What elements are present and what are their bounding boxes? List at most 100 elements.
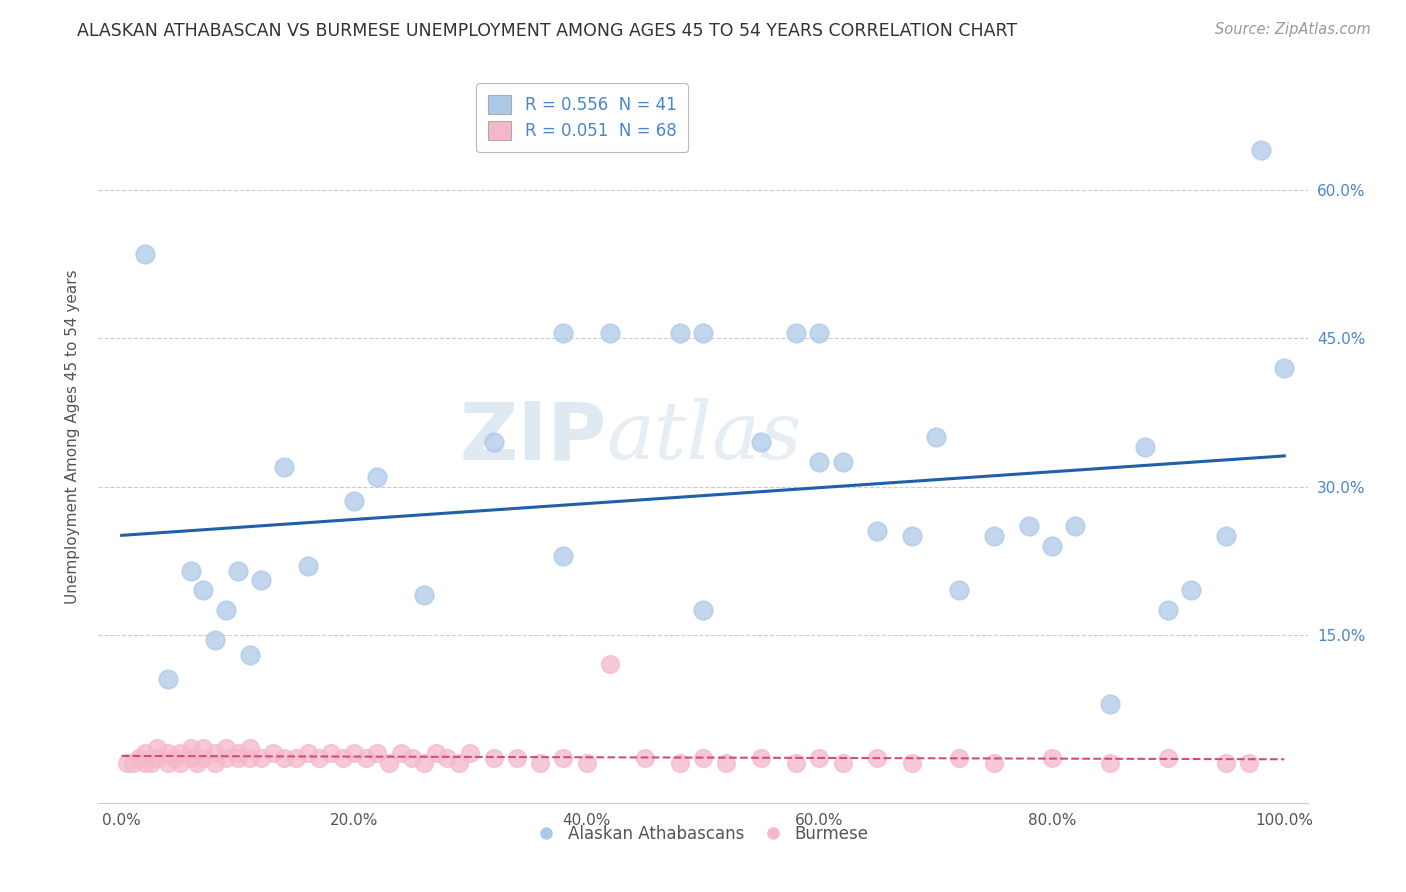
- Point: [716, 756, 738, 771]
- Point: [239, 648, 262, 662]
- Point: [297, 558, 319, 573]
- Point: [180, 741, 202, 756]
- Point: [273, 751, 295, 765]
- Point: [1180, 583, 1202, 598]
- Point: [808, 326, 831, 341]
- Point: [599, 326, 621, 341]
- Point: [529, 756, 551, 771]
- Point: [366, 747, 388, 761]
- Point: [983, 529, 1005, 543]
- Point: [1157, 751, 1180, 765]
- Point: [191, 751, 214, 765]
- Point: [692, 751, 714, 765]
- Point: [785, 756, 807, 771]
- Point: [1040, 751, 1063, 765]
- Point: [866, 751, 889, 765]
- Point: [831, 455, 853, 469]
- Point: [482, 751, 505, 765]
- Point: [157, 672, 180, 686]
- Point: [239, 751, 262, 765]
- Point: [139, 756, 162, 771]
- Point: [553, 751, 575, 765]
- Point: [1272, 360, 1295, 375]
- Point: [901, 529, 924, 543]
- Point: [506, 751, 529, 765]
- Point: [191, 741, 214, 756]
- Point: [215, 751, 238, 765]
- Point: [343, 747, 366, 761]
- Point: [378, 756, 401, 771]
- Point: [285, 751, 308, 765]
- Point: [117, 756, 139, 771]
- Point: [163, 751, 186, 765]
- Point: [319, 747, 342, 761]
- Point: [460, 747, 482, 761]
- Point: [599, 657, 621, 672]
- Point: [134, 247, 156, 261]
- Point: [401, 751, 423, 765]
- Point: [204, 756, 226, 771]
- Point: [128, 751, 150, 765]
- Point: [157, 747, 180, 761]
- Point: [808, 751, 831, 765]
- Point: [1215, 529, 1237, 543]
- Text: ZIP: ZIP: [458, 398, 606, 476]
- Point: [692, 603, 714, 617]
- Point: [145, 741, 167, 756]
- Point: [226, 564, 249, 578]
- Point: [157, 756, 180, 771]
- Point: [948, 751, 970, 765]
- Point: [134, 747, 156, 761]
- Point: [436, 751, 458, 765]
- Point: [180, 751, 202, 765]
- Point: [145, 751, 167, 765]
- Point: [354, 751, 377, 765]
- Point: [226, 747, 249, 761]
- Point: [186, 756, 208, 771]
- Point: [1018, 519, 1040, 533]
- Point: [1250, 144, 1272, 158]
- Point: [1239, 756, 1261, 771]
- Point: [634, 751, 657, 765]
- Point: [668, 756, 690, 771]
- Point: [808, 455, 831, 469]
- Point: [180, 564, 202, 578]
- Point: [575, 756, 598, 771]
- Point: [866, 524, 889, 538]
- Point: [692, 326, 714, 341]
- Point: [924, 430, 946, 444]
- Point: [983, 756, 1005, 771]
- Point: [1098, 697, 1121, 711]
- Point: [273, 459, 295, 474]
- Point: [250, 574, 273, 588]
- Point: [122, 756, 145, 771]
- Point: [1040, 539, 1063, 553]
- Point: [169, 756, 191, 771]
- Point: [1215, 756, 1237, 771]
- Y-axis label: Unemployment Among Ages 45 to 54 years: Unemployment Among Ages 45 to 54 years: [65, 269, 80, 605]
- Point: [191, 583, 214, 598]
- Point: [204, 632, 226, 647]
- Point: [134, 756, 156, 771]
- Point: [215, 741, 238, 756]
- Point: [1098, 756, 1121, 771]
- Point: [366, 469, 388, 483]
- Legend: Alaskan Athabascans, Burmese: Alaskan Athabascans, Burmese: [531, 818, 875, 849]
- Point: [262, 747, 284, 761]
- Point: [831, 756, 853, 771]
- Point: [785, 326, 807, 341]
- Point: [668, 326, 690, 341]
- Point: [447, 756, 470, 771]
- Point: [553, 326, 575, 341]
- Point: [948, 583, 970, 598]
- Point: [226, 751, 249, 765]
- Point: [250, 751, 273, 765]
- Text: atlas: atlas: [606, 399, 801, 475]
- Point: [1157, 603, 1180, 617]
- Point: [749, 435, 772, 450]
- Point: [1133, 440, 1156, 454]
- Point: [389, 747, 412, 761]
- Point: [749, 751, 772, 765]
- Point: [482, 435, 505, 450]
- Point: [1064, 519, 1087, 533]
